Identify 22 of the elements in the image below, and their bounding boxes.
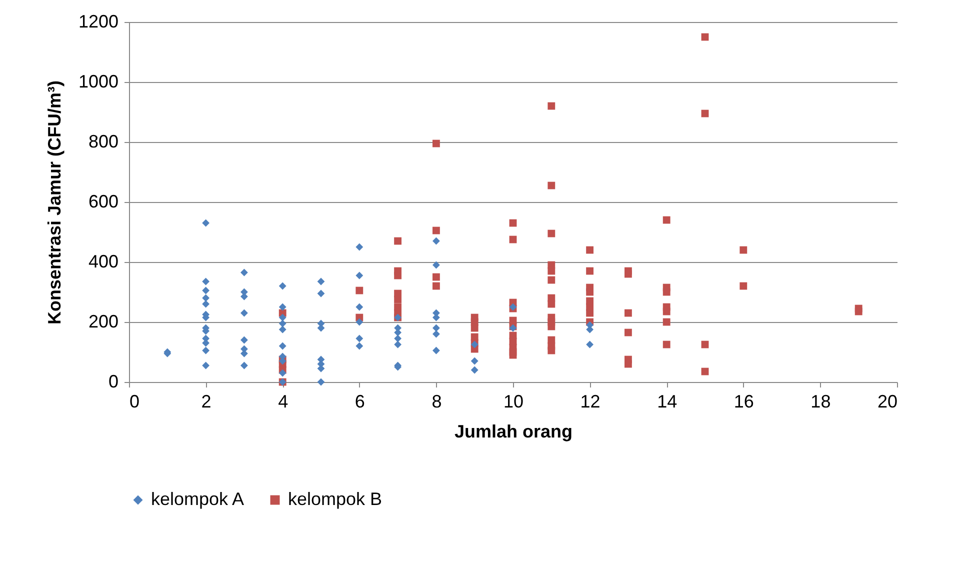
- x-axis-title: Jumlah orang: [454, 422, 573, 442]
- x-tick-label: 10: [503, 392, 524, 412]
- x-tick-label: 2: [201, 392, 212, 412]
- x-tick-label: 12: [580, 392, 600, 412]
- y-tick-label: 600: [88, 192, 118, 212]
- y-tick-label: 200: [88, 312, 118, 332]
- y-tick-label: 1000: [78, 72, 118, 92]
- x-tick-label: 16: [734, 392, 754, 412]
- y-tick-label: 1200: [78, 12, 118, 32]
- legend-label: kelompok B: [288, 489, 382, 509]
- y-tick-label: 0: [108, 372, 118, 392]
- x-tick-label: 14: [657, 392, 678, 412]
- y-tick-label: 800: [88, 132, 118, 152]
- x-tick-label: 6: [354, 392, 365, 412]
- x-tick-label: 8: [432, 392, 442, 412]
- y-axis-title: Konsentrasi Jamur (CFU/m³): [44, 80, 64, 325]
- x-tick-label: 0: [130, 392, 140, 412]
- legend-label: kelompok A: [151, 489, 244, 509]
- x-tick-label: 4: [278, 392, 288, 412]
- y-tick-label: 400: [88, 252, 118, 272]
- x-tick-label: 20: [877, 392, 898, 412]
- x-tick-label: 18: [810, 392, 831, 412]
